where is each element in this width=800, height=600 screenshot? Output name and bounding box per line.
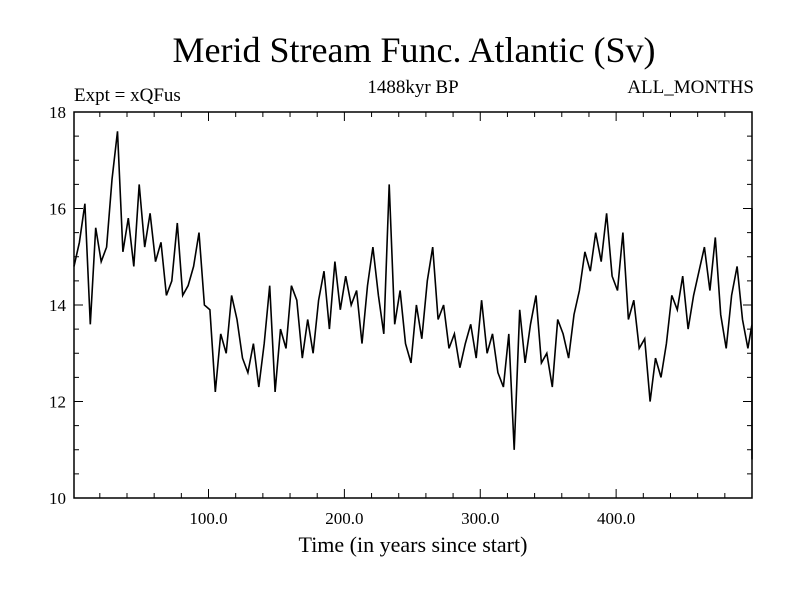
y-tick-label: 10 [49, 489, 66, 508]
plot-area: 100.0 200.0 300.0 400.0 10 12 14 16 18 [49, 103, 753, 528]
x-axis-title: Time (in years since start) [299, 532, 528, 557]
y-tick-label: 14 [49, 296, 67, 315]
plot-frame [73, 111, 753, 499]
x-tick-label: 400.0 [597, 509, 635, 528]
chart-title: Merid Stream Func. Atlantic (Sv) [173, 30, 656, 70]
series-line [73, 131, 753, 460]
months-label: ALL_MONTHS [627, 77, 754, 98]
period-label: 1488kyr BP [367, 77, 458, 98]
x-tick-label: 100.0 [189, 509, 227, 528]
y-tick-label: 18 [49, 103, 66, 122]
y-tick-label: 12 [49, 393, 66, 412]
x-tick-label: 200.0 [325, 509, 363, 528]
y-tick-label: 16 [49, 200, 66, 219]
experiment-label: Expt = xQFus [74, 85, 181, 106]
x-tick-label: 300.0 [461, 509, 499, 528]
